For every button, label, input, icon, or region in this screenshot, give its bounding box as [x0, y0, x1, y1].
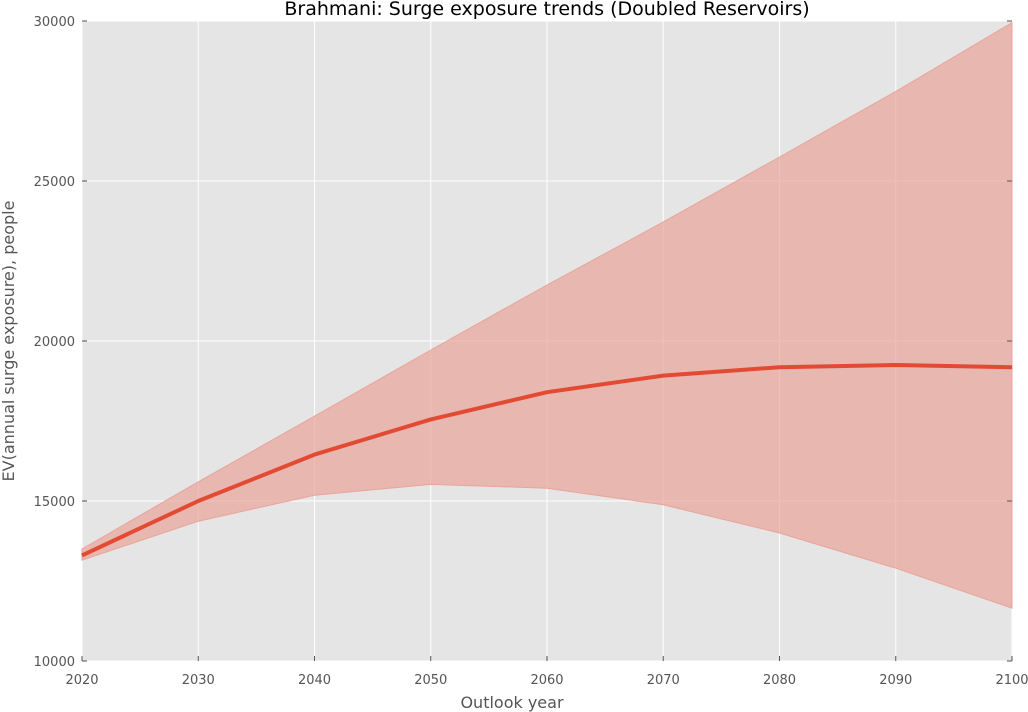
series-line-layer: [81, 363, 1013, 558]
series-line: [81, 363, 1013, 558]
x-tick-label: 2050: [414, 673, 447, 688]
x-tick-label: 2030: [182, 673, 215, 688]
x-tick-label: 2020: [65, 673, 98, 688]
x-tick-label: 2060: [530, 673, 563, 688]
chart-title: Brahmani: Surge exposure trends (Doubled…: [284, 0, 809, 20]
y-tick-label: 25000: [34, 175, 75, 190]
y-tick-label: 15000: [34, 495, 75, 510]
x-tick-label: 2090: [879, 673, 912, 688]
y-tick-label: 30000: [34, 15, 75, 30]
uncertainty-band-layer: [81, 21, 1013, 609]
x-tick-label: 2100: [995, 673, 1028, 688]
y-axis-label: EV(annual surge exposure), people: [0, 201, 18, 482]
y-tick-label: 20000: [34, 335, 75, 350]
x-tick-label: 2080: [763, 673, 796, 688]
x-axis-label: Outlook year: [460, 693, 564, 712]
x-tick-label: 2040: [298, 673, 331, 688]
y-tick-label: 10000: [34, 655, 75, 670]
axis-ticks: 2020 2030 2040 2050 2060 2070 2080 2090 2100 1000…: [34, 15, 1028, 688]
x-tick-label: 2070: [647, 673, 680, 688]
uncertainty-band: [81, 21, 1013, 609]
